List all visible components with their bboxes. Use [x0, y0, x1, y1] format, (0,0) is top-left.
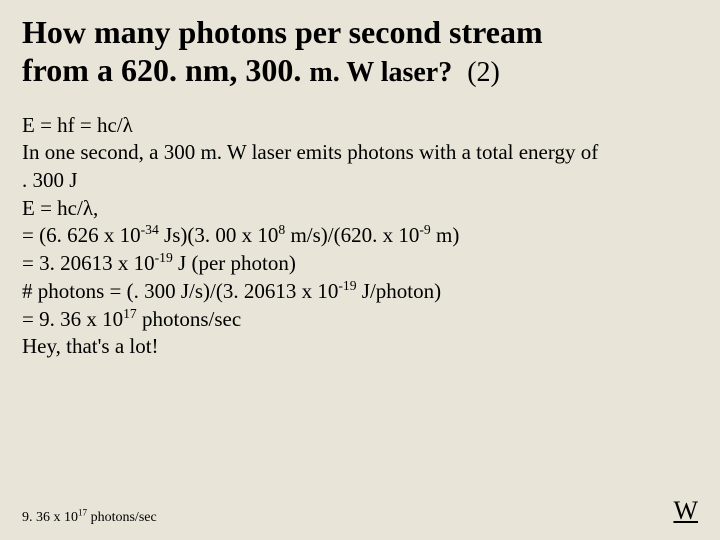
l5c: Js)(3. 00 x 10: [159, 223, 279, 247]
line-7: # photons = (. 300 J/s)/(3. 20613 x 10-1…: [22, 278, 698, 306]
line-8: = 9. 36 x 1017 photons/sec: [22, 306, 698, 334]
ans-b: 17: [78, 507, 87, 517]
l7a: # photons = (. 300 J/s)/(3. 20613 x 10: [22, 279, 338, 303]
lambda-1: λ: [123, 113, 133, 137]
footer-answer: 9. 36 x 1017 photons/sec: [22, 510, 157, 526]
l5a: = (6. 626 x 10: [22, 223, 141, 247]
l1a: E = hf = hc/: [22, 113, 123, 137]
l5e: m/s)/(620. x 10: [285, 223, 419, 247]
lambda-2: λ: [83, 196, 93, 220]
l6b: -19: [155, 250, 173, 265]
title-line-2a: from a 620. nm, 300.: [22, 52, 309, 88]
l5b: -34: [141, 222, 159, 237]
l5g: m): [431, 223, 460, 247]
l4c: ,: [93, 196, 98, 220]
line-1: E = hf = hc/λ: [22, 112, 698, 140]
line-4: E = hc/λ,: [22, 195, 698, 223]
nav-link-w[interactable]: W: [673, 496, 698, 526]
l6c: J (per photon): [173, 251, 296, 275]
line-6: = 3. 20613 x 10-19 J (per photon): [22, 250, 698, 278]
line-9: Hey, that's a lot!: [22, 333, 698, 361]
line-5: = (6. 626 x 10-34 Js)(3. 00 x 108 m/s)/(…: [22, 222, 698, 250]
l6a: = 3. 20613 x 10: [22, 251, 155, 275]
slide-body: E = hf = hc/λ In one second, a 300 m. W …: [22, 112, 698, 361]
title-marks: (2): [460, 57, 500, 88]
title-line-1: How many photons per second stream: [22, 14, 543, 50]
l8b: 17: [123, 306, 137, 321]
line-3: . 300 J: [22, 167, 698, 195]
slide-footer: 9. 36 x 1017 photons/sec W: [22, 496, 698, 526]
marks-value: (2): [467, 57, 500, 88]
l5f: -9: [419, 222, 430, 237]
title-line-2b: m. W laser?: [309, 57, 452, 88]
l4a: E = hc/: [22, 196, 83, 220]
l7b: -19: [338, 278, 356, 293]
line-2: In one second, a 300 m. W laser emits ph…: [22, 139, 698, 167]
l8c: photons/sec: [137, 307, 241, 331]
ans-a: 9. 36 x 10: [22, 510, 78, 525]
l7c: J/photon): [357, 279, 442, 303]
l8a: = 9. 36 x 10: [22, 307, 123, 331]
ans-c: photons/sec: [87, 510, 157, 525]
slide-title: How many photons per second stream from …: [22, 14, 698, 90]
